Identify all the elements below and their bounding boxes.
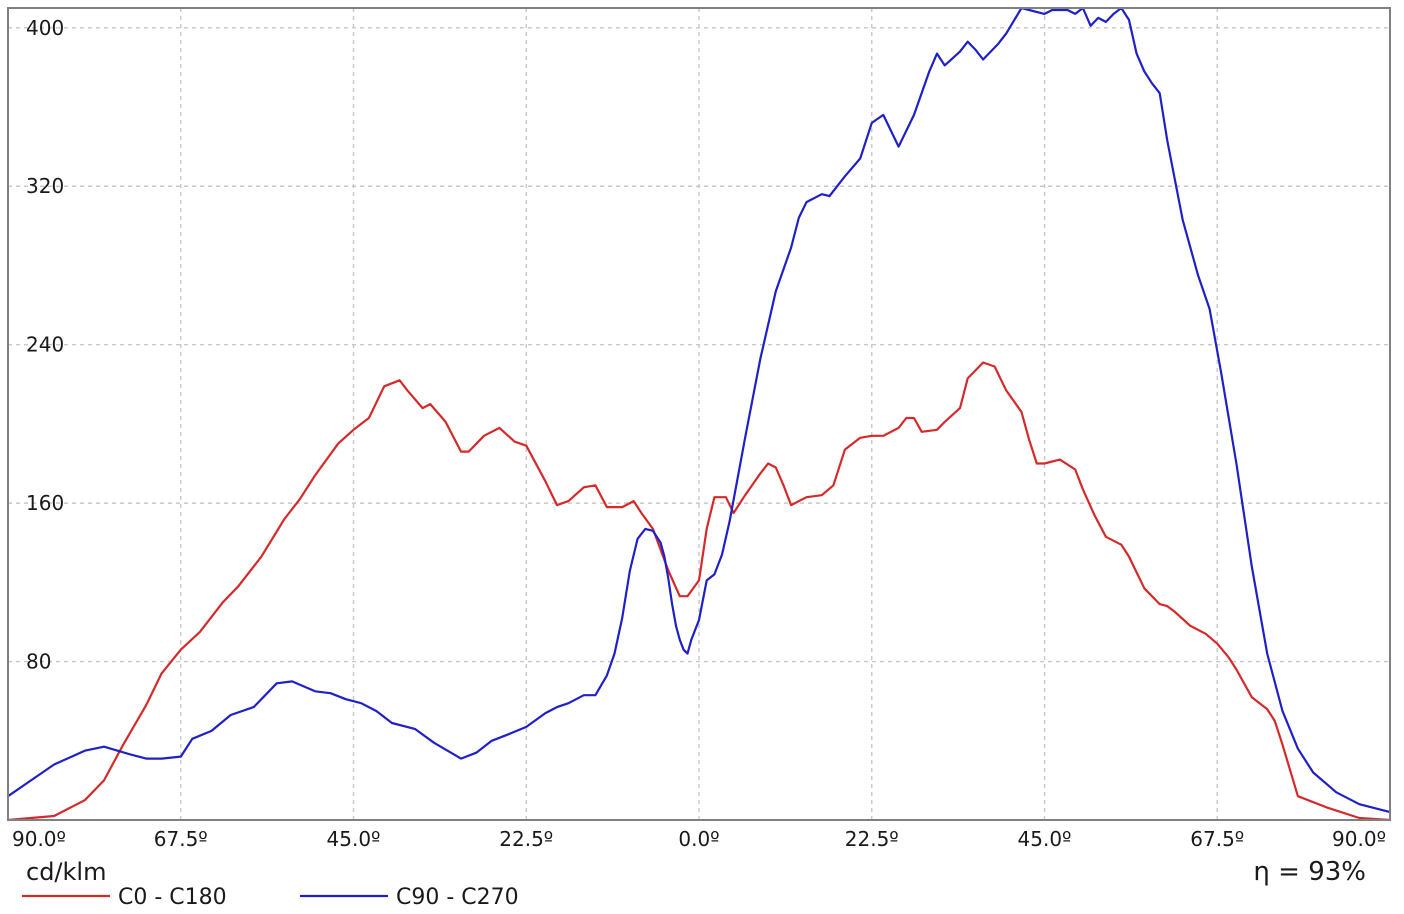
x-tick-label: 67.5º	[1190, 827, 1244, 851]
x-tick-label: 90.0º	[1332, 827, 1386, 851]
legend-label-c90-c270: C90 - C270	[396, 885, 519, 910]
y-tick-labels: 80 160 240 320 400	[26, 16, 64, 674]
plot-frame	[7, 7, 1391, 821]
x-tick-label: 45.0º	[1018, 827, 1072, 851]
x-tick-labels: 90.0º 67.5º 45.0º 22.5º 0.0º 22.5º 45.0º 67.5º 9…	[12, 827, 1386, 851]
efficiency-label: η = 93%	[1253, 857, 1366, 887]
y-tick-label: 400	[26, 16, 64, 40]
grid-lines	[8, 8, 1390, 820]
x-tick-label: 0.0º	[678, 827, 719, 851]
series-lines	[6, 6, 1392, 822]
legend-label-c0-c180: C0 - C180	[118, 885, 227, 910]
x-tick-label: 22.5º	[845, 827, 899, 851]
y-tick-label: 80	[26, 650, 51, 674]
y-tick-label: 160	[26, 491, 64, 515]
y-unit-label: cd/klm	[26, 858, 106, 886]
x-tick-label: 67.5º	[154, 827, 208, 851]
series-line-c90-c270	[6, 6, 1392, 814]
legend: C0 - C180 C90 - C270	[22, 885, 519, 910]
y-tick-label: 320	[26, 174, 64, 198]
y-tick-label: 240	[26, 333, 64, 357]
series-line-c0-c180	[6, 361, 1392, 822]
x-tick-label: 45.0º	[327, 827, 381, 851]
x-tick-label: 90.0º	[12, 827, 66, 851]
x-tick-label: 22.5º	[499, 827, 553, 851]
